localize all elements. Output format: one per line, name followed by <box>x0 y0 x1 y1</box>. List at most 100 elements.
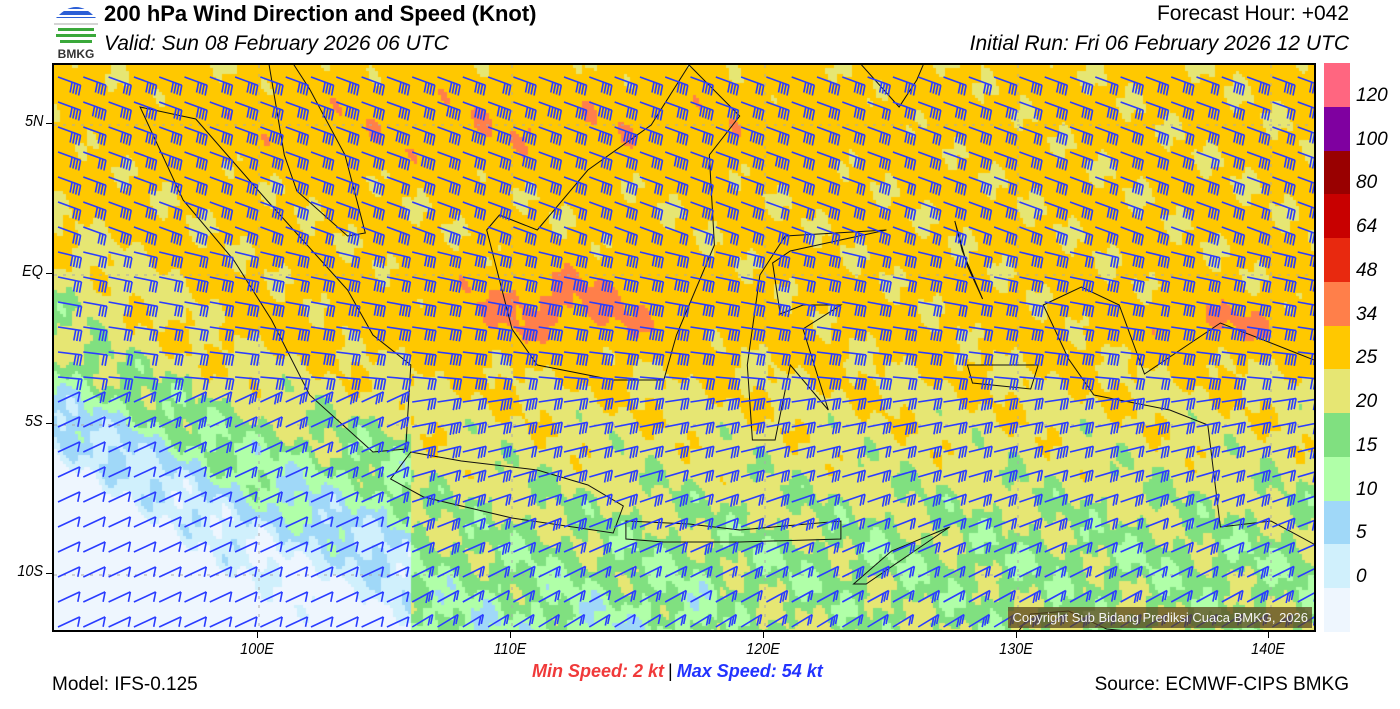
wind-barb <box>1095 251 1120 269</box>
wind-barb <box>310 516 334 528</box>
wind-barb <box>234 416 258 429</box>
wind-barb <box>285 226 310 246</box>
wind-barb <box>842 493 866 506</box>
wind-barb <box>867 226 891 246</box>
wind-barb <box>993 421 1019 435</box>
wind-barb <box>791 101 816 121</box>
wind-barb <box>1044 445 1069 460</box>
wind-barb <box>234 516 258 528</box>
wind-barb <box>791 565 814 578</box>
wind-barb <box>1145 565 1169 578</box>
wind-barb <box>589 445 614 459</box>
wind-barb <box>816 226 841 246</box>
wind-barb <box>1196 541 1220 555</box>
wind-barb <box>993 276 1019 293</box>
wind-barb <box>816 376 842 391</box>
wind-barb <box>968 301 994 318</box>
wind-barb <box>1297 495 1314 503</box>
wind-barb <box>209 566 233 578</box>
wind-barb <box>159 351 184 366</box>
wind-barb <box>1120 226 1144 246</box>
wind-barb <box>664 589 688 603</box>
wind-barb <box>361 491 385 504</box>
wind-barb <box>766 201 790 221</box>
wind-barb <box>285 416 309 430</box>
wind-barb <box>1196 421 1221 435</box>
wind-barb <box>766 469 791 483</box>
wind-barb <box>665 421 690 435</box>
wind-barb <box>690 151 714 171</box>
wind-barb <box>1246 76 1271 96</box>
wind-barb <box>184 126 208 146</box>
wind-barb <box>386 126 411 146</box>
colorbar-label: 10 <box>1356 478 1378 500</box>
lat-tick-label: 10S <box>16 563 43 580</box>
wind-barb <box>1171 301 1196 318</box>
wind-barb <box>715 541 739 554</box>
wind-barb <box>1196 565 1219 578</box>
wind-barb <box>892 351 918 366</box>
wind-barb <box>968 445 993 459</box>
wind-barb <box>462 126 487 146</box>
wind-barb <box>943 613 965 628</box>
wind-barb <box>82 391 106 404</box>
wind-barb <box>918 445 943 459</box>
wind-barb <box>994 376 1019 391</box>
wind-barb <box>791 251 816 269</box>
wind-barb <box>1069 469 1094 483</box>
model-label: Model: IFS-0.125 <box>52 674 198 695</box>
wind-barb <box>1120 397 1146 411</box>
wind-barb <box>386 301 412 318</box>
wind-barb <box>57 201 82 221</box>
wind-barb <box>411 226 436 246</box>
wind-barb <box>614 351 640 366</box>
wind-barb <box>108 541 132 553</box>
wind-barb <box>1069 276 1095 293</box>
wind-barb <box>209 541 233 553</box>
wind-barb <box>664 151 689 171</box>
wind-barb <box>361 151 385 171</box>
wind-barb <box>234 251 260 269</box>
wind-barb <box>639 176 664 196</box>
wind-barb <box>1221 226 1246 246</box>
wind-barb <box>917 176 942 196</box>
wind-barb <box>892 541 916 554</box>
wind-barb <box>487 251 513 269</box>
wind-barb <box>209 391 233 404</box>
wind-barb <box>386 76 411 96</box>
wind-barb <box>1095 276 1120 293</box>
wind-barb <box>513 301 538 318</box>
wind-barb <box>816 151 841 171</box>
wind-barb <box>563 151 588 171</box>
wind-barb <box>1196 326 1221 342</box>
wind-barb <box>1120 589 1143 604</box>
wind-barb <box>538 176 563 196</box>
wind-barb <box>563 101 588 121</box>
wind-barb <box>437 326 462 342</box>
wind-barb <box>538 276 563 293</box>
wind-barb <box>816 251 842 269</box>
wind-barb <box>639 445 664 459</box>
wind-barb <box>1246 493 1271 507</box>
wind-barb <box>892 226 917 246</box>
wind-barb <box>1221 351 1247 366</box>
wind-barb <box>386 541 410 553</box>
wind-barb <box>108 391 132 404</box>
wind-barb <box>1171 251 1196 269</box>
wind-barb <box>512 613 535 628</box>
wind-barb <box>943 326 968 342</box>
wind-barb <box>1171 376 1196 391</box>
wind-barb <box>993 493 1018 507</box>
wind-barb <box>1170 226 1195 246</box>
wind-barb <box>968 251 993 269</box>
wind-barb <box>462 176 487 196</box>
wind-barb <box>1095 421 1120 435</box>
wind-barb <box>1069 421 1095 435</box>
wind-barb <box>715 517 739 530</box>
wind-barb <box>1069 326 1095 342</box>
wind-barb <box>412 421 437 435</box>
wind-barb <box>1297 376 1314 390</box>
wind-barb <box>1297 201 1314 219</box>
wind-barb <box>842 176 866 196</box>
wind-barb <box>968 201 993 221</box>
